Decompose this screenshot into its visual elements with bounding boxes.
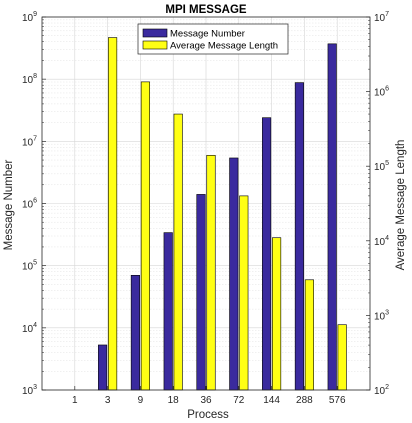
- left-tick-label: 108: [22, 73, 37, 86]
- left-tick-label: 105: [22, 260, 37, 273]
- tick-marks: [42, 16, 370, 391]
- bar-average-message-length: [173, 113, 183, 391]
- right-axis-label: Average Message Length: [395, 140, 407, 271]
- bar-average-message-length: [239, 195, 249, 391]
- bar-message-number: [196, 194, 206, 391]
- left-tick-label: 104: [22, 322, 37, 335]
- x-tick-label: 144: [263, 395, 280, 406]
- bar-average-message-length: [304, 279, 314, 391]
- right-tick-label: 106: [374, 86, 389, 99]
- bar-message-number: [229, 157, 239, 391]
- grid: [42, 16, 370, 391]
- bar-message-number: [262, 117, 272, 391]
- left-tick-label: 103: [22, 384, 37, 397]
- x-tick-label: 72: [233, 395, 245, 406]
- bar-message-number: [130, 274, 140, 391]
- bar-average-message-length: [272, 237, 282, 391]
- x-axis-ticks: 1 3 9 18 36 72 144 288 576: [72, 395, 346, 406]
- bar-average-message-length: [140, 81, 150, 391]
- bar-average-message-length: [108, 37, 118, 391]
- legend-label-message-number: Message Number: [170, 29, 245, 40]
- right-axis-ticks: 102 103 104 105 106 107: [374, 11, 389, 397]
- bar-message-number: [163, 232, 173, 391]
- right-tick-label: 104: [374, 235, 389, 248]
- bars: [98, 37, 347, 391]
- bar-average-message-length: [337, 324, 347, 391]
- left-tick-label: 109: [22, 11, 37, 24]
- left-tick-label: 106: [22, 198, 37, 211]
- x-tick-label: 9: [138, 395, 144, 406]
- x-tick-label: 36: [200, 395, 212, 406]
- legend: Message Number Average Message Length: [137, 23, 289, 55]
- chart-title: MPI MESSAGE: [165, 4, 246, 16]
- bar-average-message-length: [206, 154, 216, 391]
- left-axis-ticks: 103 104 105 106 107 108 109: [22, 11, 37, 397]
- legend-swatch-message-number: [142, 28, 168, 38]
- right-tick-label: 105: [374, 160, 389, 173]
- legend-swatch-average-message-length: [142, 40, 168, 50]
- legend-label-average-message-length: Average Message Length: [170, 41, 278, 52]
- x-tick-label: 3: [105, 395, 111, 406]
- left-tick-label: 107: [22, 135, 37, 148]
- bar-message-number: [327, 43, 337, 391]
- bar-message-number: [98, 344, 108, 391]
- right-tick-label: 102: [374, 384, 389, 397]
- x-tick-label: 288: [296, 395, 313, 406]
- left-axis-label: Message Number: [3, 159, 15, 250]
- x-tick-label: 576: [329, 395, 346, 406]
- right-tick-label: 107: [374, 11, 389, 24]
- x-tick-label: 1: [72, 395, 78, 406]
- bar-message-number: [294, 82, 304, 391]
- x-axis-label: Process: [187, 409, 229, 421]
- x-tick-label: 18: [168, 395, 180, 406]
- right-tick-label: 103: [374, 309, 389, 322]
